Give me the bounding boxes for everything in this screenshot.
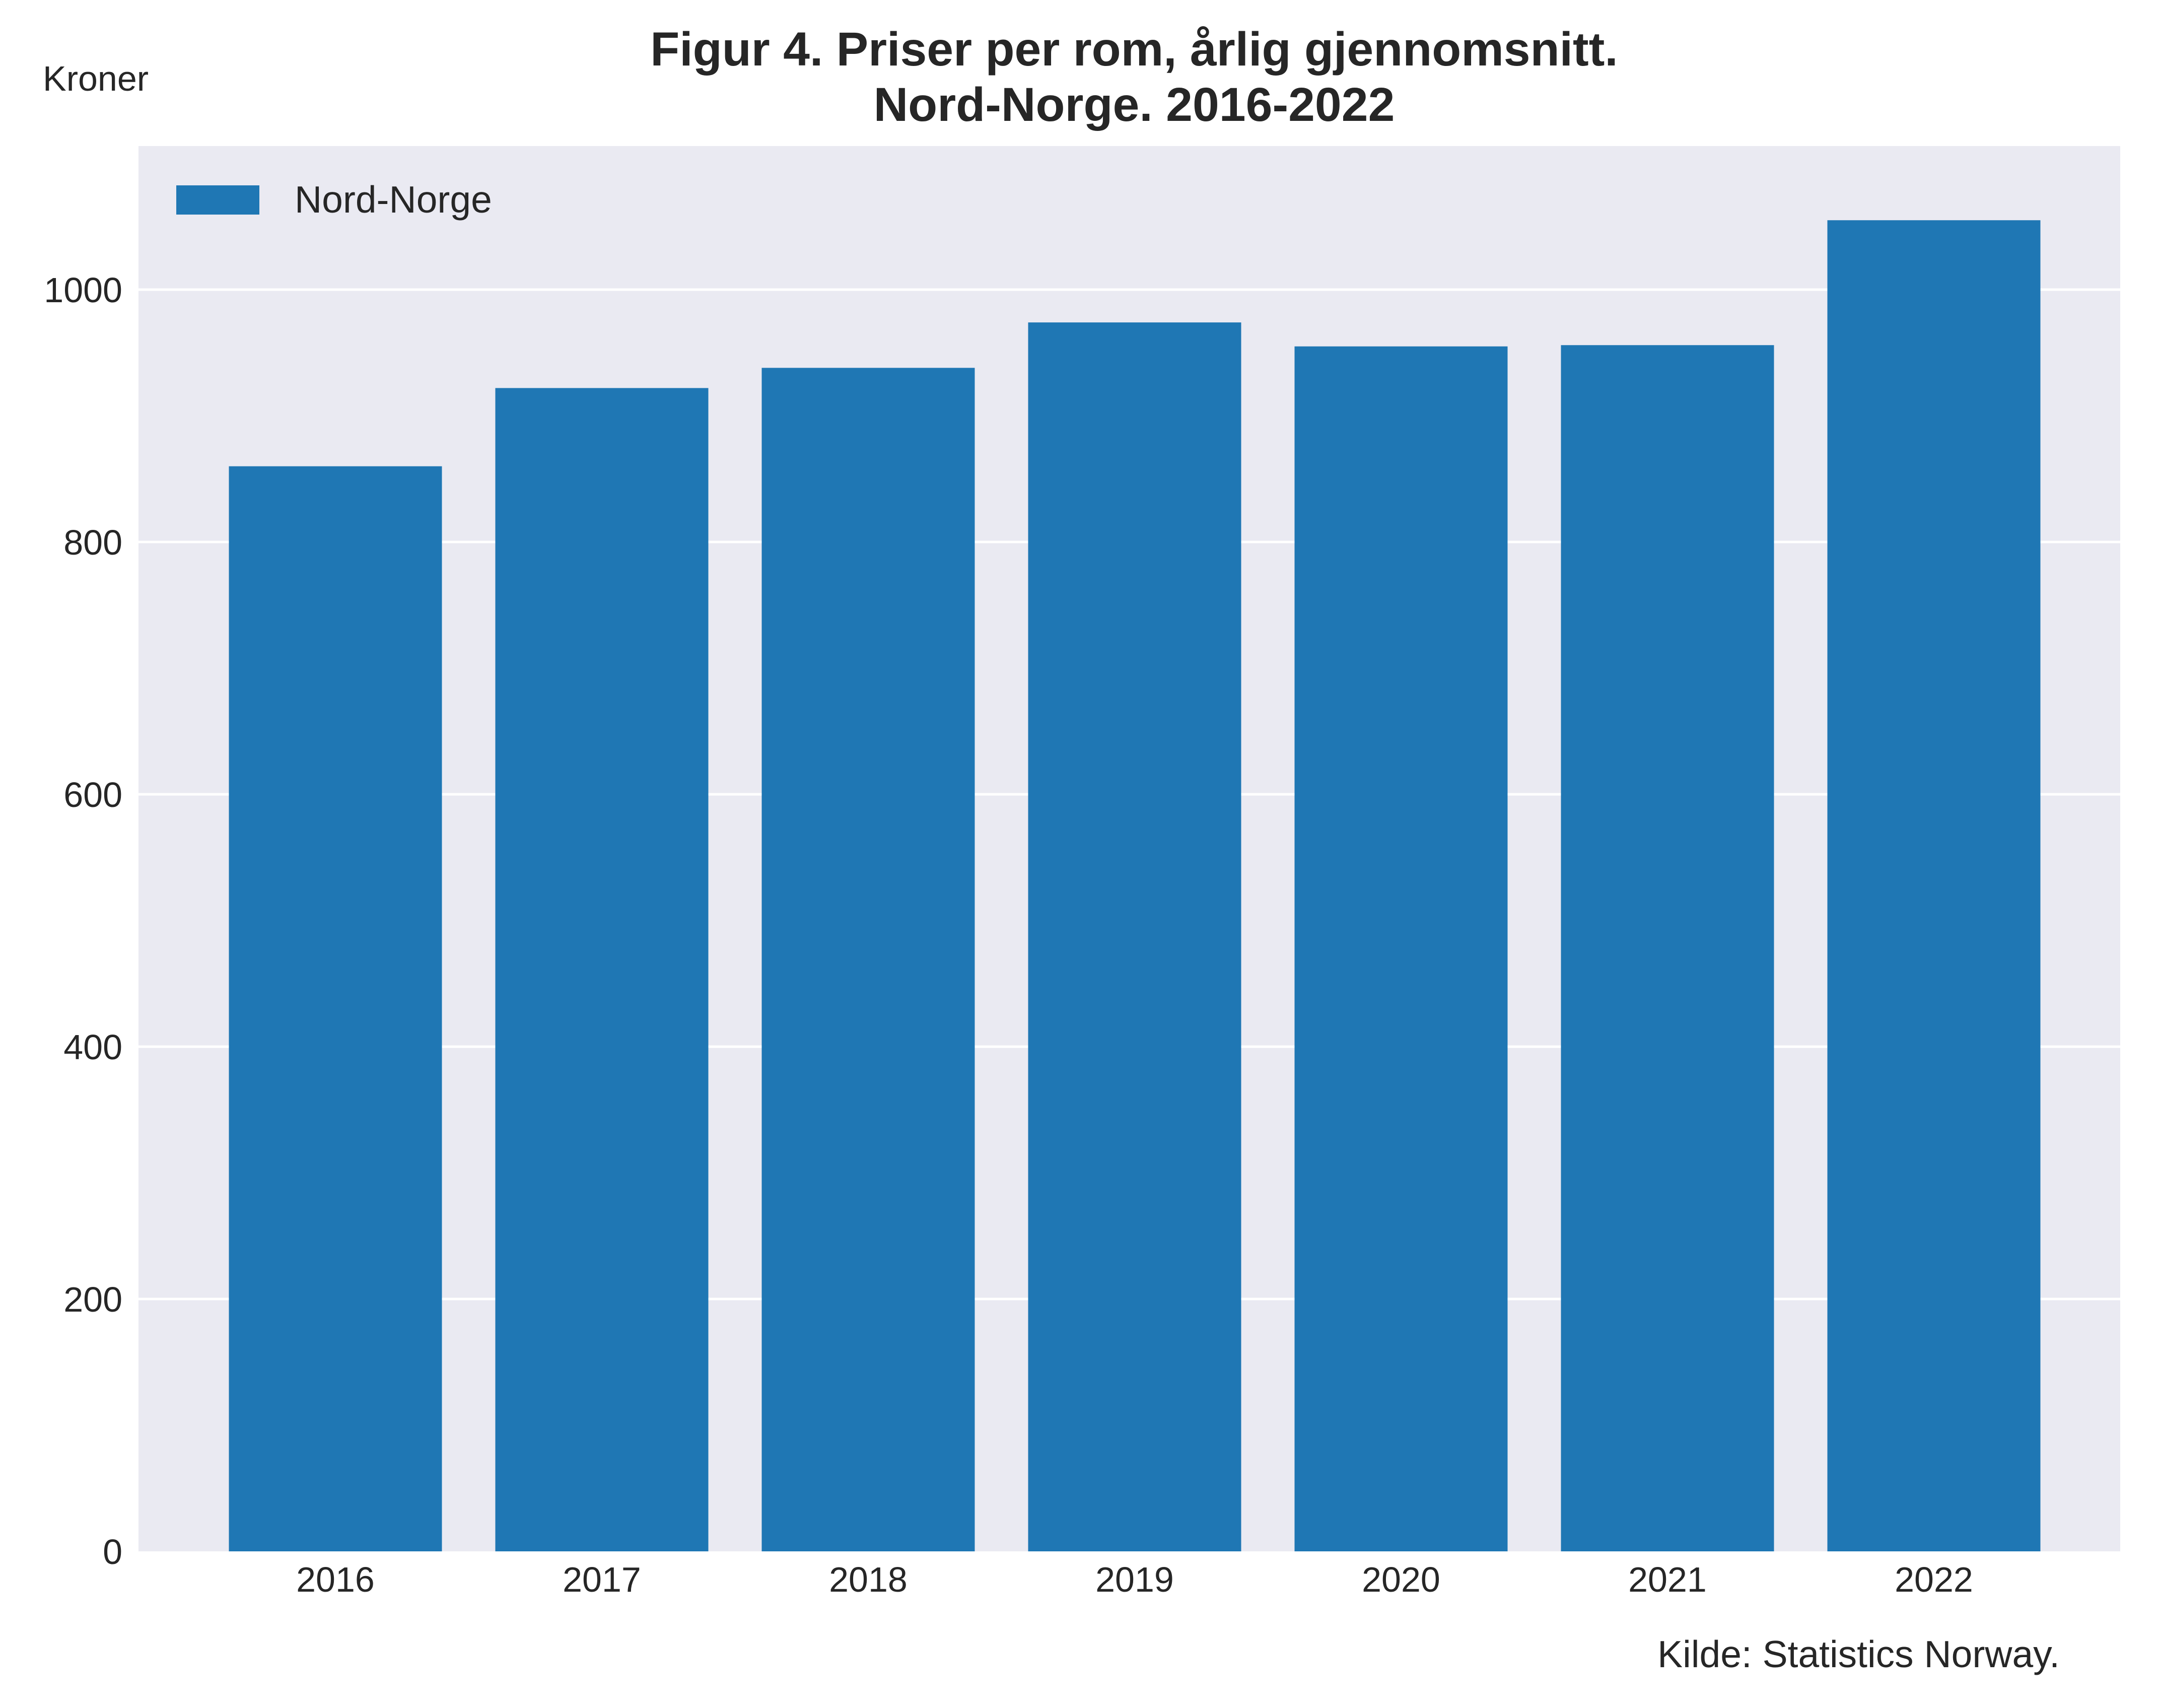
chart-title-line1: Figur 4. Priser per rom, årlig gjennomsn… xyxy=(650,23,1618,76)
y-tick-labels: 0 200 400 600 800 1000 xyxy=(44,270,122,1572)
legend-label: Nord-Norge xyxy=(295,178,492,221)
chart-title-line2: Nord-Norge. 2016-2022 xyxy=(874,78,1395,131)
y-tick-label: 800 xyxy=(63,523,122,562)
bar-2021 xyxy=(1561,345,1774,1551)
legend-swatch xyxy=(176,185,259,215)
y-tick-label: 0 xyxy=(103,1532,122,1572)
x-tick-labels: 2016 2017 2018 2019 2020 2021 2022 xyxy=(296,1560,1973,1599)
bar-2019 xyxy=(1028,322,1241,1552)
bars xyxy=(229,220,2041,1552)
y-tick-label: 400 xyxy=(63,1028,122,1067)
bar-2022 xyxy=(1827,220,2041,1551)
bar-2016 xyxy=(229,466,442,1552)
bar-2018 xyxy=(761,368,975,1551)
y-tick-label: 600 xyxy=(63,775,122,814)
x-tick-label: 2022 xyxy=(1895,1560,1973,1599)
x-tick-label: 2020 xyxy=(1362,1560,1440,1599)
x-tick-label: 2021 xyxy=(1628,1560,1707,1599)
y-tick-label: 1000 xyxy=(44,270,122,310)
bar-2017 xyxy=(495,388,709,1551)
x-tick-label: 2016 xyxy=(296,1560,375,1599)
x-tick-label: 2018 xyxy=(829,1560,908,1599)
x-tick-label: 2019 xyxy=(1095,1560,1174,1599)
source-note: Kilde: Statistics Norway. xyxy=(1657,1633,2060,1675)
legend: Nord-Norge xyxy=(176,178,492,221)
x-tick-label: 2017 xyxy=(563,1560,641,1599)
bar-2020 xyxy=(1294,346,1508,1551)
y-tick-label: 200 xyxy=(63,1280,122,1319)
y-axis-unit-label: Kroner xyxy=(43,59,149,98)
